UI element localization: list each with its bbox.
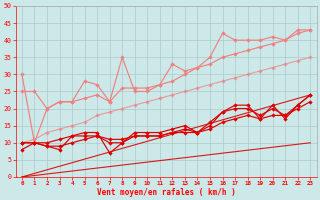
X-axis label: Vent moyen/en rafales ( km/h ): Vent moyen/en rafales ( km/h ) xyxy=(97,188,236,197)
